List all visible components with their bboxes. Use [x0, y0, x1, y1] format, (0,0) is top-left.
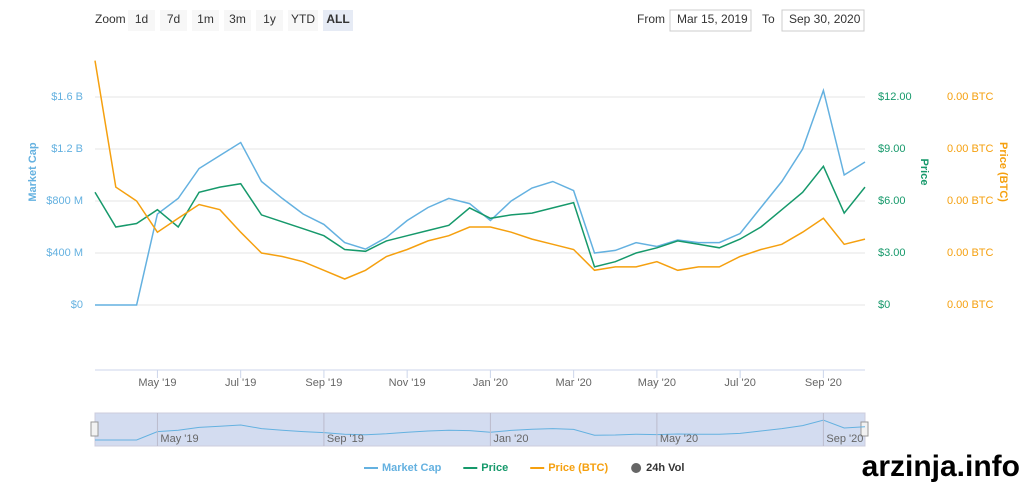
navigator[interactable]: [94, 412, 866, 447]
zoom-button[interactable]: [128, 10, 155, 31]
zoom-button[interactable]: [224, 10, 251, 31]
y-tick-label: 0.00 BTC: [947, 299, 994, 311]
y-tick-label: 0.00 BTC: [947, 247, 994, 259]
series-line: [94, 164, 866, 268]
y-tick-label: $400 M: [46, 247, 83, 259]
navigator-handle[interactable]: [860, 421, 869, 437]
zoom-button[interactable]: [323, 10, 353, 31]
series-line: [94, 60, 866, 280]
y-tick-label: 0.00 BTC: [947, 91, 994, 103]
zoom-button[interactable]: [160, 10, 187, 31]
x-tick-label: May '20: [638, 377, 676, 389]
navigator-label: Jan '20: [493, 433, 528, 445]
x-tick-label: Jul '19: [225, 377, 256, 389]
x-tick-label: May '19: [138, 377, 176, 389]
y-tick-label: $800 M: [46, 195, 83, 207]
legend-label[interactable]: 24h Vol: [646, 462, 684, 474]
axis-title: Price: [918, 159, 930, 186]
zoom-button-label[interactable]: 3m: [229, 12, 246, 26]
zoom-button-label[interactable]: 7d: [167, 12, 180, 26]
y-tick-label: $1.2 B: [51, 143, 83, 155]
from-date[interactable]: Mar 15, 2019: [677, 12, 748, 26]
y-tick-label: $3.00: [878, 247, 906, 259]
zoom-label: Zoom: [95, 12, 126, 26]
x-tick-label: Nov '19: [389, 377, 426, 389]
from-input[interactable]: [669, 9, 752, 32]
legend-symbol[interactable]: [631, 463, 642, 473]
y-tick-label: $0: [71, 299, 83, 311]
zoom-button[interactable]: [288, 10, 318, 31]
y-tick-label: $12.00: [878, 91, 912, 103]
navigator-label: May '19: [160, 433, 198, 445]
y-tick-label: 0.00 BTC: [947, 195, 994, 207]
x-tick-label: Mar '20: [555, 377, 591, 389]
y-tick-label: $6.00: [878, 195, 906, 207]
to-date[interactable]: Sep 30, 2020: [789, 12, 861, 26]
y-tick-label: 0.00 BTC: [947, 143, 994, 155]
zoom-button[interactable]: [192, 10, 219, 31]
x-tick-label: Jul '20: [724, 377, 755, 389]
y-tick-label: $0: [878, 299, 890, 311]
axis-title: Market Cap: [27, 142, 39, 202]
navigator-label: Sep '20: [826, 433, 863, 445]
to-label: To: [762, 12, 775, 26]
axis-title: Price (BTC): [997, 142, 1009, 202]
from-label: From: [637, 12, 665, 26]
y-tick-label: $1.6 B: [51, 91, 83, 103]
navigator-label: May '20: [660, 433, 698, 445]
zoom-button-label[interactable]: 1y: [263, 12, 276, 26]
legend-label[interactable]: Market Cap: [382, 462, 442, 474]
zoom-button-label[interactable]: YTD: [291, 12, 315, 26]
series-line: [95, 87, 866, 306]
x-tick-label: Sep '20: [805, 377, 842, 389]
zoom-button-label[interactable]: ALL: [326, 12, 349, 26]
legend-label[interactable]: Price (BTC): [548, 462, 608, 474]
navigator-line: [95, 419, 866, 441]
to-input[interactable]: [781, 9, 865, 32]
watermark: arzinja.info: [862, 450, 1020, 483]
navigator-handle[interactable]: [90, 421, 99, 437]
x-tick-label: Jan '20: [473, 377, 508, 389]
zoom-button-label[interactable]: 1d: [135, 12, 148, 26]
zoom-button-label[interactable]: 1m: [197, 12, 214, 26]
x-tick-label: Sep '19: [305, 377, 342, 389]
zoom-button[interactable]: [256, 10, 283, 31]
navigator-label: Sep '19: [327, 433, 364, 445]
legend-label[interactable]: Price: [481, 462, 508, 474]
y-tick-label: $9.00: [878, 143, 906, 155]
